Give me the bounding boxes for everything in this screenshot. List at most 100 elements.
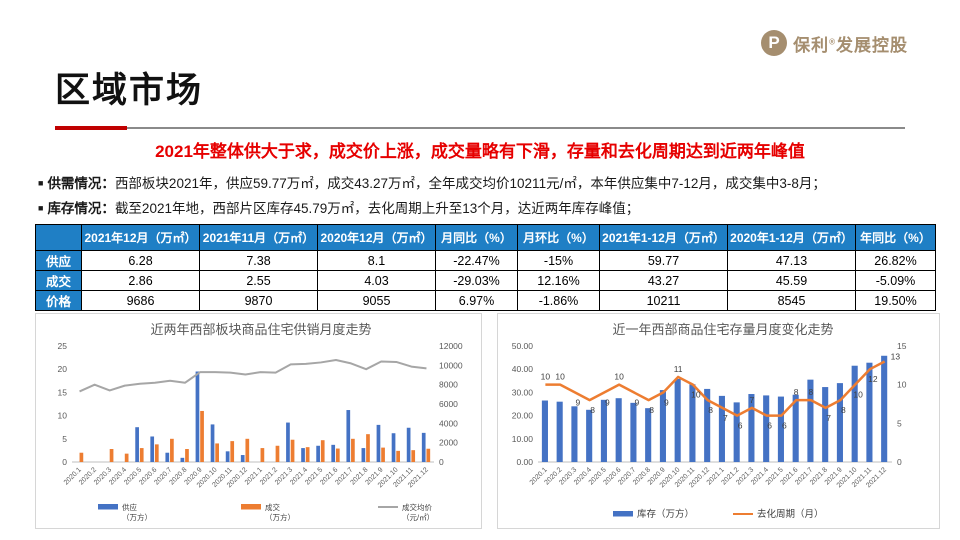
bar (763, 395, 770, 462)
table-row: 供应 6.28 7.38 8.1 -22.47% -15% 59.77 47.13 26.82% (35, 250, 936, 271)
bar (426, 448, 431, 462)
bar (645, 408, 652, 462)
bar (361, 448, 366, 462)
legend-swatch (613, 511, 633, 517)
bar (185, 449, 189, 462)
bar (556, 401, 563, 462)
bar (748, 394, 755, 462)
table-cell: 9055 (317, 290, 436, 311)
bar (351, 438, 355, 462)
header-cell: 年同比（%） (855, 224, 936, 251)
legend-label: 供应 (122, 502, 137, 512)
left-axis-tick: 20 (58, 364, 68, 374)
left-axis-tick: 50.00 (512, 341, 534, 351)
data-label: 9 (635, 397, 640, 407)
data-label: 10 (555, 372, 565, 382)
poly-logo-icon: P (761, 30, 788, 56)
table-body: 供应 6.28 7.38 8.1 -22.47% -15% 59.77 47.13 26.82%… (35, 250, 936, 311)
header-cell: 月同比（%） (435, 224, 518, 251)
table-cell: -15% (517, 250, 600, 271)
registered-mark: ® (829, 36, 836, 46)
header-cell: 2021年1-12月（万㎡） (599, 224, 728, 251)
table-cell: -1.86% (517, 290, 600, 311)
inventory-chart-panel: 近一年西部商品住宅存量月度变化走势 0.00 10.00 20.00 30.00 40.0… (497, 313, 940, 529)
bar (301, 448, 305, 462)
legend-unit: （元/㎡） (402, 513, 434, 522)
bar (586, 409, 593, 462)
bar (210, 424, 215, 462)
table-cell: 10211 (599, 290, 728, 311)
bar (615, 398, 622, 462)
data-label: 11 (674, 364, 683, 374)
line-series (79, 359, 427, 393)
bar (286, 422, 290, 462)
data-label: 7 (826, 413, 831, 423)
bullet-label: 库存情况： (47, 201, 115, 216)
right-axis-tick: 5 (897, 418, 902, 428)
supply-sales-chart: 近两年西部板块商品住宅供销月度走势 0 5 10 15 20 25 0 2000 4000 6000… (58, 322, 463, 522)
legend-swatch (98, 504, 118, 510)
right-axis-tick: 8000 (439, 380, 458, 390)
bar (215, 443, 219, 462)
table-cell: 9686 (81, 290, 200, 311)
bar (195, 371, 200, 462)
table-cell: 4.03 (317, 270, 436, 291)
logo: P 保利®发展控股 (761, 30, 908, 56)
data-label: 8 (841, 405, 846, 415)
table-cell: -22.47% (435, 250, 518, 271)
bar (109, 449, 114, 462)
left-axis-tick: 40.00 (512, 364, 534, 374)
bar (165, 452, 170, 462)
data-label: 10 (853, 390, 863, 400)
bar (866, 362, 873, 462)
left-axis-tick: 0 (62, 457, 67, 467)
row-label: 价格 (35, 290, 82, 311)
data-label: 10 (541, 372, 551, 382)
data-label: 8 (649, 405, 654, 415)
bar (79, 452, 84, 462)
right-axis-tick: 6000 (439, 399, 458, 409)
bar (836, 383, 843, 462)
bar (331, 444, 336, 462)
bar (704, 388, 711, 462)
supply-sales-chart-panel: 近两年西部板块商品住宅供销月度走势 0 5 10 15 20 25 0 2000 4000 6000… (35, 313, 482, 529)
bar (777, 396, 784, 462)
bar (600, 399, 607, 462)
legend-label: 库存（万方） (637, 508, 694, 520)
row-label: 供应 (35, 250, 82, 271)
corner-cell (35, 224, 82, 251)
bar (275, 445, 280, 462)
legend-unit: （万方） (265, 512, 295, 522)
market-data-table: 2021年12月（万㎡） 2021年11月（万㎡） 2020年12月（万㎡） 月同比（… (35, 224, 936, 311)
data-label: 8 (809, 387, 814, 397)
divider-red-segment (55, 126, 127, 130)
right-axis-tick: 12000 (439, 341, 463, 351)
logo-brand: 保利 (793, 35, 830, 55)
header-cell: 2020年12月（万㎡） (317, 224, 436, 251)
divider-gray-segment (127, 127, 905, 129)
right-axis-tick: 10000 (439, 360, 463, 370)
bar (792, 394, 799, 462)
right-axis-tick: 10 (897, 380, 907, 390)
data-label: 12 (868, 374, 878, 384)
data-label: 9 (605, 397, 610, 407)
left-axis-tick: 30.00 (512, 387, 534, 397)
legend-label: 去化周期（月） (757, 508, 824, 520)
bullet-list: ■ 供需情况：西部板块2021年，供应59.77万㎡，成交43.27万㎡，全年成交… (38, 171, 826, 221)
table-cell: 26.82% (855, 250, 936, 271)
bar (659, 390, 666, 462)
bullet-text: 西部板块2021年，供应59.77万㎡，成交43.27万㎡，全年成交均价1021… (114, 176, 826, 191)
header-cell: 2020年1-12月（万㎡） (727, 224, 856, 251)
data-label: 6 (738, 421, 743, 431)
right-axis-tick: 0 (897, 457, 902, 467)
bar (240, 455, 245, 462)
data-label: 13 (891, 351, 901, 361)
line-series (545, 360, 886, 417)
bar (170, 438, 174, 462)
table-cell: -5.09% (855, 270, 936, 291)
bar (807, 379, 814, 462)
table-cell: 2.55 (199, 270, 318, 291)
table-cell: -29.03% (435, 270, 518, 291)
bar (290, 439, 295, 462)
